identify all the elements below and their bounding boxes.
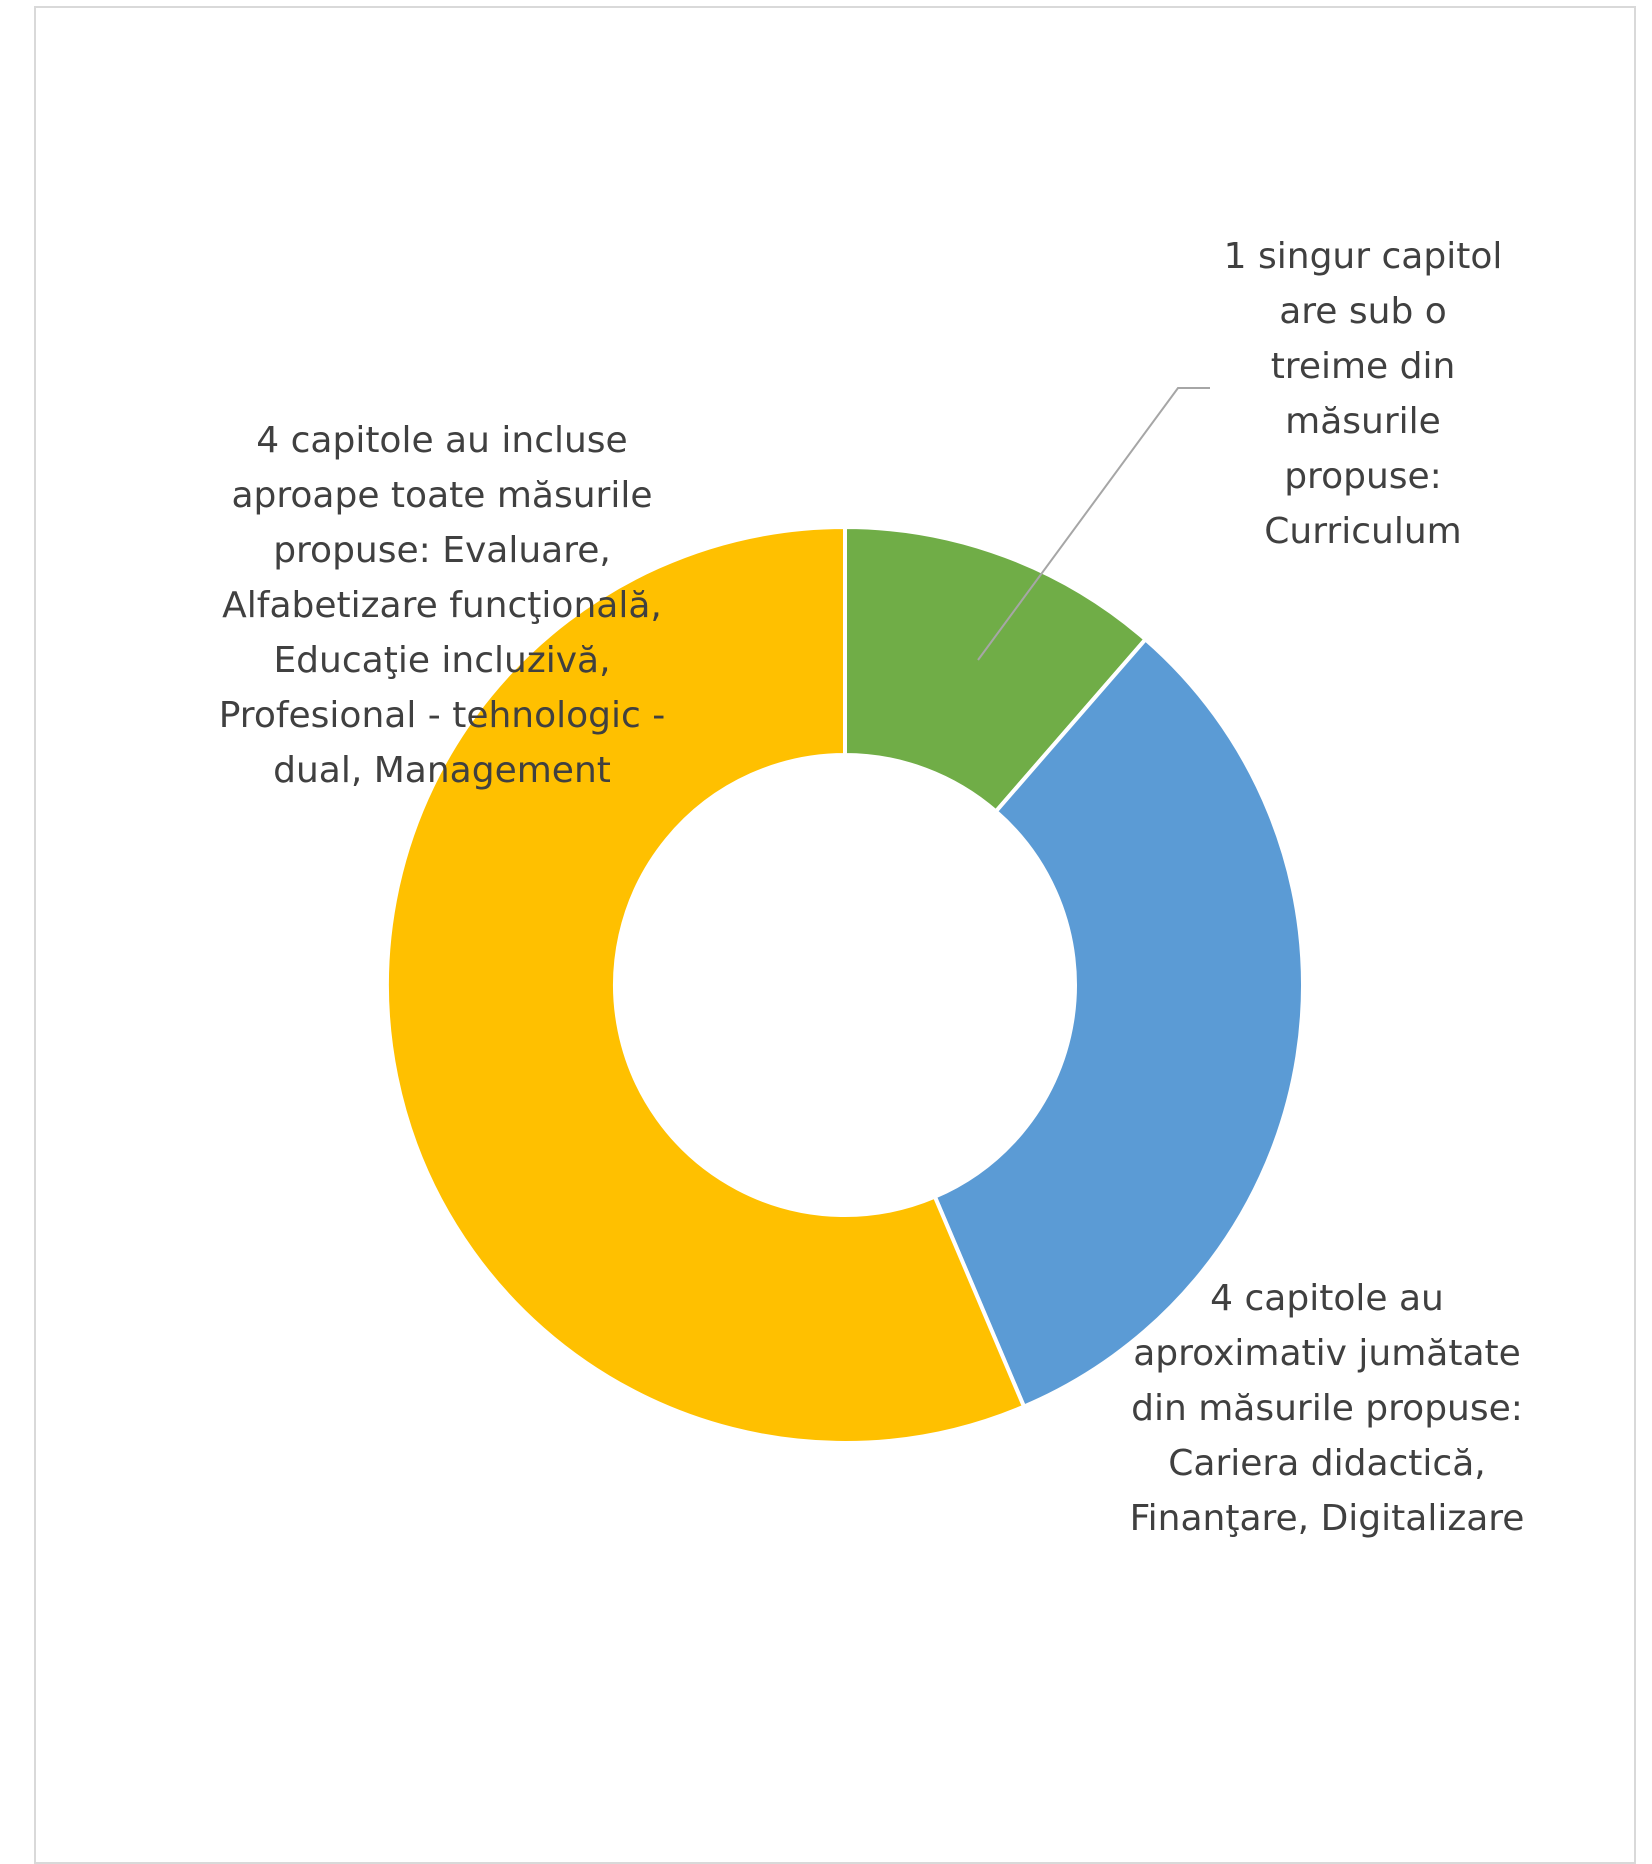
chart-area <box>34 6 1636 1864</box>
data-label-line: aproximativ jumătate <box>1133 1333 1521 1374</box>
data-label-line: Alfabetizare funcţională, <box>222 585 662 626</box>
data-label-line: Cariera didactică, <box>1168 1443 1485 1484</box>
data-label-line: aproape toate măsurile <box>231 475 652 516</box>
data-label-line: Educaţie incluzivă, <box>273 640 610 681</box>
data-label-jumatate: 4 capitole au aproximativ jumătate din măs… <box>1130 1278 1525 1539</box>
donut-slice-aproape-toate <box>385 524 1027 1445</box>
donut-slice-curriculum <box>843 524 1149 815</box>
data-label-line: din măsurile propuse: <box>1131 1388 1523 1429</box>
data-label-line: treime din <box>1271 346 1456 387</box>
data-label-line: 4 capitole au <box>1210 1278 1444 1319</box>
data-label-line: 4 capitole au incluse <box>256 420 627 461</box>
data-label-curriculum: 1 singur capitol are sub o treime din măsur… <box>1224 236 1503 552</box>
data-label-line: 1 singur capitol <box>1224 236 1503 277</box>
data-label-line: are sub o <box>1279 291 1447 332</box>
leader-line-curriculum <box>977 387 1210 661</box>
leader-lines <box>977 387 1210 661</box>
data-label-line: propuse: <box>1284 456 1442 497</box>
data-label-line: Curriculum <box>1264 511 1461 552</box>
data-labels: 1 singur capitol are sub o treime din măsur… <box>219 236 1525 1539</box>
data-label-line: Finanţare, Digitalizare <box>1130 1498 1525 1539</box>
data-label-line: Profesional - tehnologic - <box>219 695 666 736</box>
data-label-line: dual, Management <box>273 750 611 791</box>
data-label-line: propuse: Evaluare, <box>273 530 611 571</box>
donut-slice-jumatate <box>932 636 1305 1410</box>
data-label-line: măsurile <box>1285 401 1441 442</box>
slices <box>385 524 1305 1445</box>
data-label-aproape-toate: 4 capitole au incluse aproape toate măsur… <box>219 420 666 791</box>
